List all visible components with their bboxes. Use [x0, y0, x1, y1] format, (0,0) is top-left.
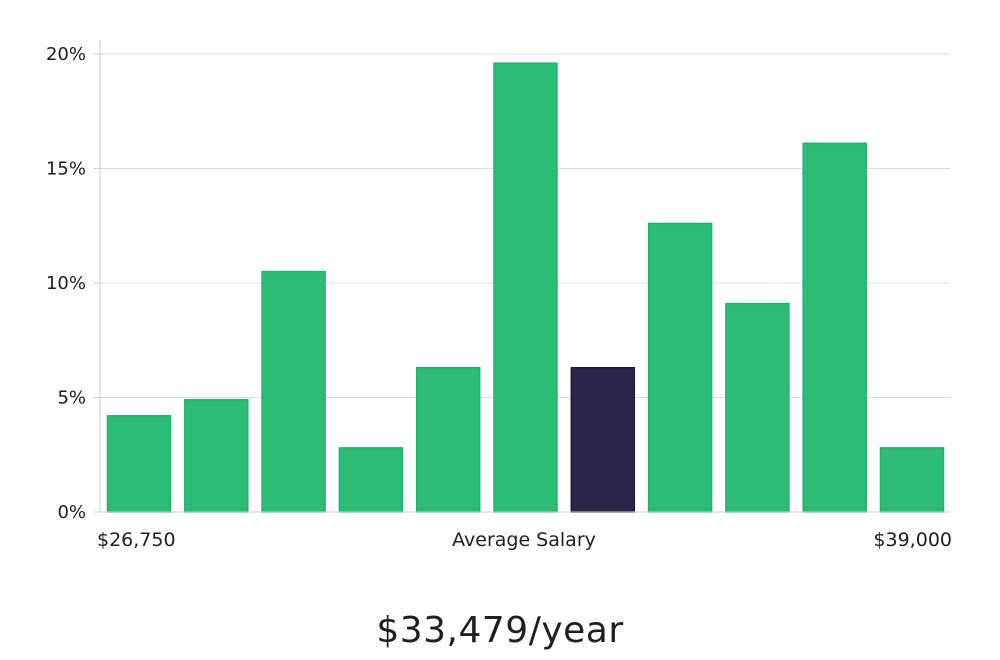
bar [415, 366, 481, 513]
y-tick-label: 5% [57, 388, 86, 409]
x-axis-min-label: $26,750 [97, 529, 176, 551]
salary-histogram: 0% 5% 10% 15% 20% [46, 40, 950, 523]
bar [647, 222, 713, 513]
bar [261, 270, 326, 513]
bars [106, 62, 945, 513]
bar [879, 447, 945, 513]
y-tick-label: 0% [57, 502, 86, 523]
y-tick-label: 15% [46, 159, 86, 180]
y-axis-ticks: 0% 5% 10% 15% 20% [46, 44, 100, 523]
bar-highlighted [570, 366, 636, 513]
bar [338, 447, 404, 513]
y-tick-label: 20% [46, 44, 86, 65]
bar [725, 302, 790, 513]
bar [106, 415, 172, 513]
bar [184, 399, 249, 513]
x-axis-center-label: Average Salary [452, 529, 596, 551]
x-axis-max-label: $39,000 [873, 529, 952, 551]
bar [493, 62, 558, 513]
average-salary-value: $33,479/year [376, 610, 624, 651]
y-tick-label: 10% [46, 273, 86, 294]
bar [802, 142, 867, 513]
